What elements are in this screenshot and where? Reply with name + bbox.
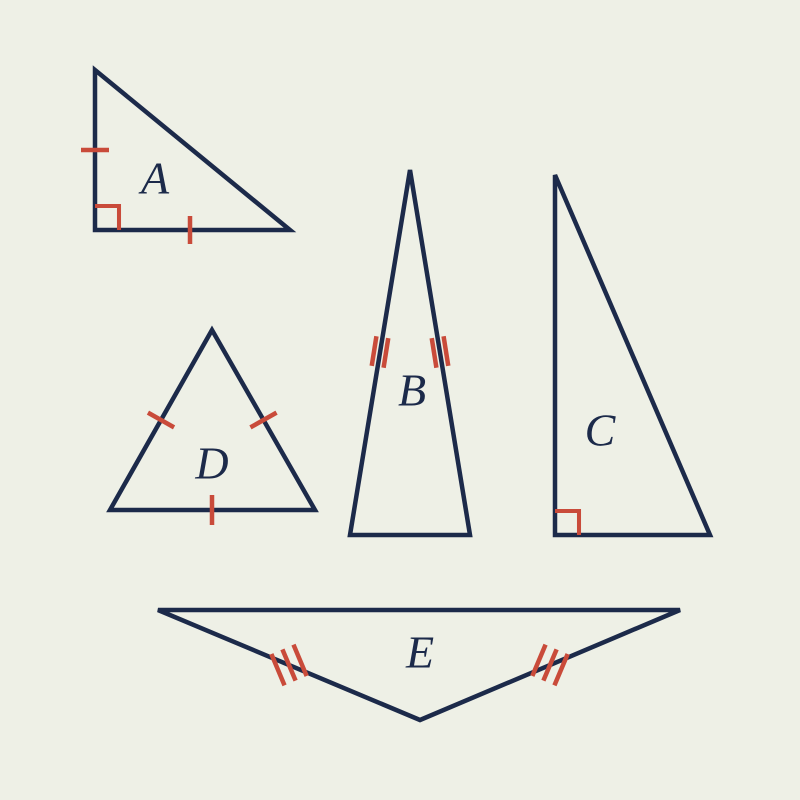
label-d: D <box>195 437 228 490</box>
label-a: A <box>141 152 169 205</box>
label-b: B <box>398 364 426 417</box>
label-e: E <box>406 626 434 679</box>
label-c: C <box>585 404 616 457</box>
